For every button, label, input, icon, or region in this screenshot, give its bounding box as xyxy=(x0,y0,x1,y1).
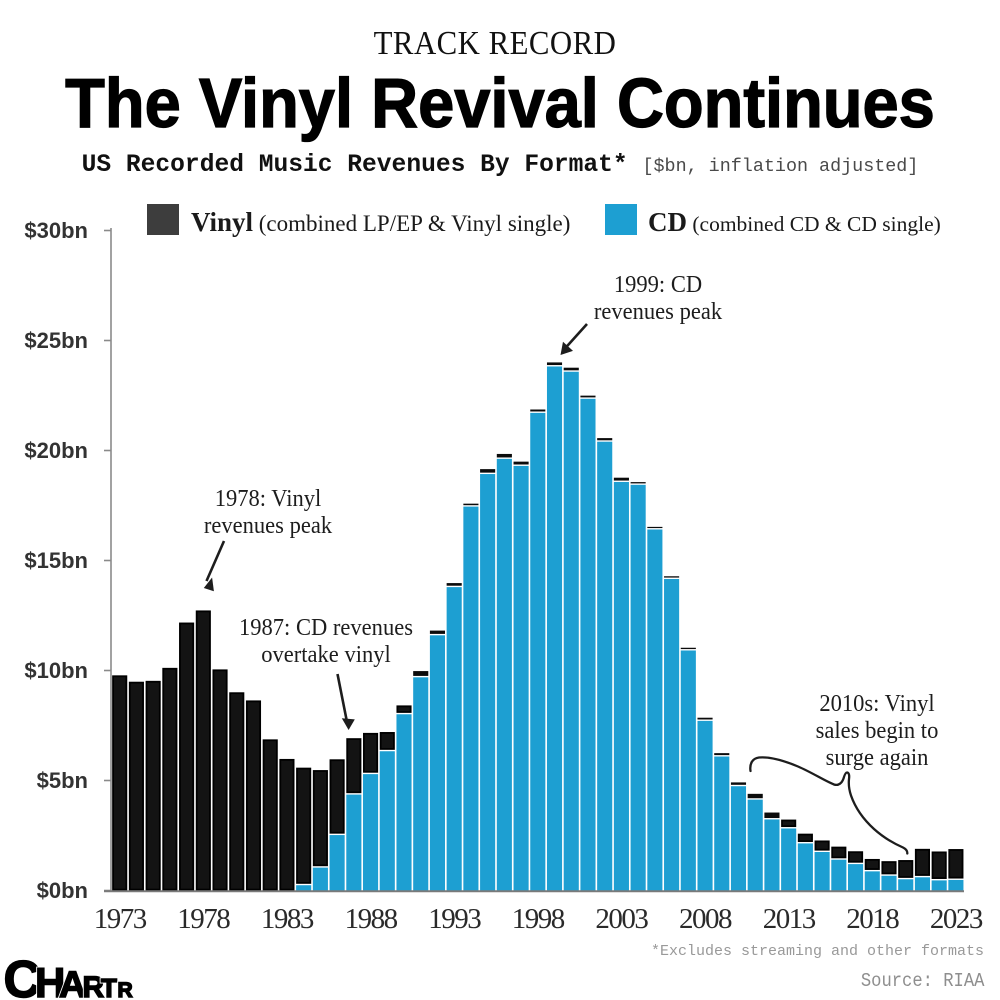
svg-text:T: T xyxy=(101,973,117,1000)
svg-text:T: T xyxy=(101,973,117,1000)
svg-text:H: H xyxy=(35,959,65,1000)
svg-text:R: R xyxy=(83,971,105,1000)
svg-text:A: A xyxy=(59,963,86,1000)
svg-text:R: R xyxy=(118,979,133,1000)
svg-text:H: H xyxy=(35,959,65,1000)
svg-text:R: R xyxy=(83,971,105,1000)
svg-text:C: C xyxy=(4,950,41,1000)
svg-text:R: R xyxy=(118,979,133,1000)
svg-text:C: C xyxy=(4,950,41,1000)
svg-text:A: A xyxy=(59,963,86,1000)
